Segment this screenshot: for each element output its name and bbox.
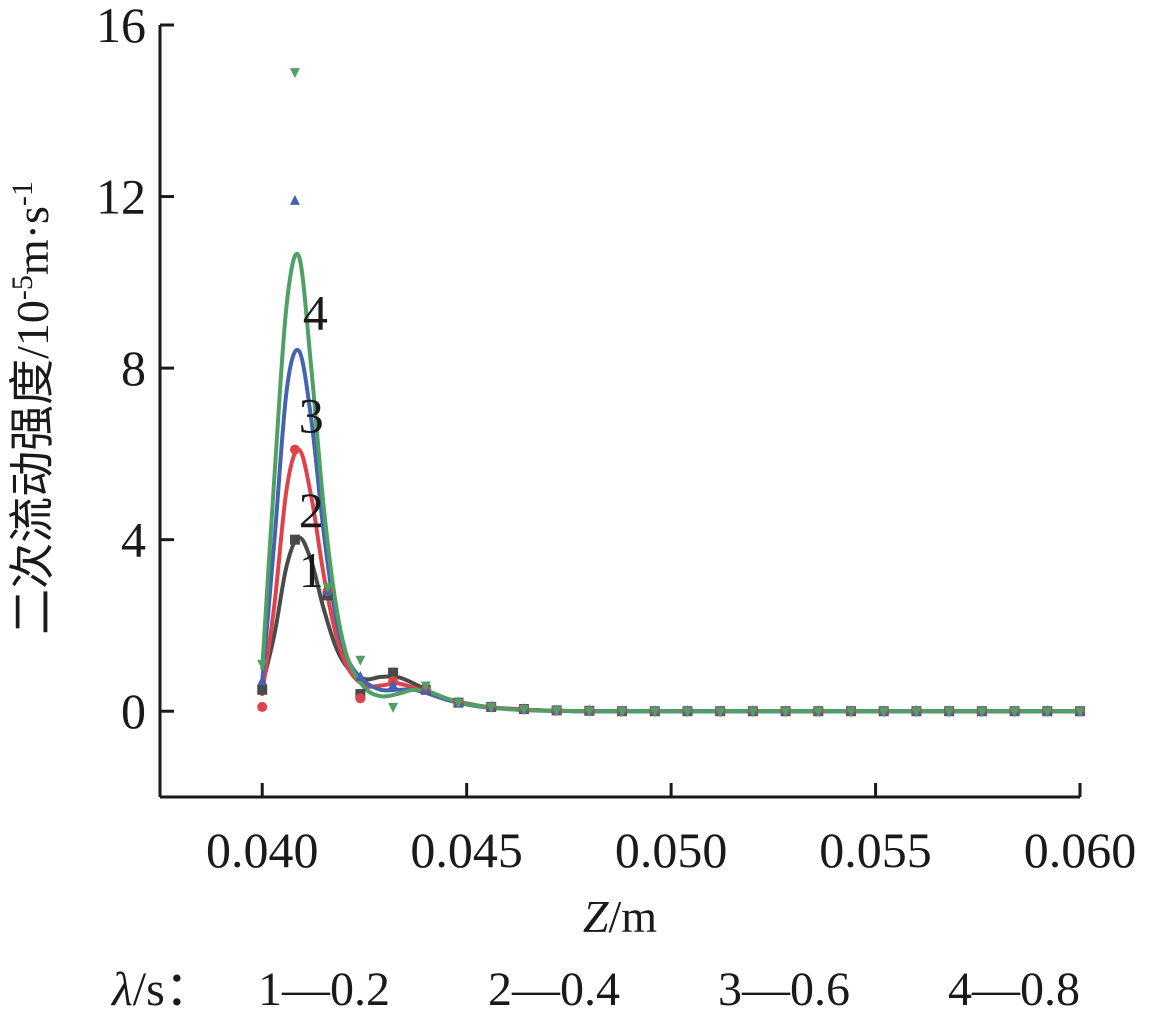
x-tick-label: 0.040 — [206, 822, 319, 878]
y-tick-label: 4 — [121, 512, 146, 568]
curve-label-1: 1 — [299, 542, 324, 598]
series-2-point — [289, 444, 300, 455]
series-4-point — [976, 707, 987, 718]
series-4-point — [551, 706, 562, 717]
series-1-point — [388, 667, 399, 678]
series-3-point — [355, 670, 366, 681]
legend-entry-4: 4—0.8 — [948, 963, 1080, 1013]
series-4-point — [388, 702, 399, 713]
series-1-point — [289, 534, 300, 545]
x-tick-label: 0.045 — [410, 822, 523, 878]
series-4-point — [846, 707, 857, 718]
y-tick-label: 16 — [96, 0, 146, 53]
curve-label-2: 2 — [299, 482, 324, 538]
series-4-point — [486, 702, 497, 713]
series-4-point — [355, 655, 366, 666]
series-4-point — [944, 707, 955, 718]
series-4-point — [1009, 707, 1020, 718]
series-1-point — [257, 684, 268, 695]
x-axis-label: Z/m — [583, 891, 657, 942]
series-2-point — [257, 701, 268, 712]
series-2-line — [260, 447, 1082, 714]
legend-entry-3: 3—0.6 — [718, 963, 850, 1013]
series-3-point — [388, 679, 399, 690]
legend-prefix: λ/s： — [110, 963, 213, 1013]
curve-labels: 12 3 4 — [299, 285, 328, 598]
series-4-point — [715, 707, 726, 718]
y-tick-label: 0 — [121, 683, 146, 739]
series-4-point — [617, 707, 628, 718]
series-4-point — [584, 706, 595, 717]
series-2-point — [355, 693, 366, 704]
series-4-point — [257, 660, 268, 671]
series-3-point — [257, 675, 268, 686]
y-axis-label: 二次流动强度/10-5m·s-1 — [6, 181, 59, 635]
series-4-point — [518, 705, 529, 716]
series-4-point — [780, 707, 791, 718]
series-4-point — [1075, 707, 1085, 718]
legend: λ/s： 1—0.2 2—0.4 3—0.6 4—0.8 — [110, 963, 1080, 1013]
y-ticks: 0 4 8 12 16 — [96, 0, 174, 739]
legend-entry-2: 2—0.4 — [488, 963, 620, 1013]
series-3-point — [289, 194, 300, 205]
series-curves — [260, 252, 1082, 714]
series-4-line — [260, 252, 1082, 714]
series-4-point — [911, 707, 922, 718]
series-4-point — [453, 698, 464, 709]
axes — [158, 25, 1080, 799]
x-ticks: 0.040 0.045 0.050 0.055 0.060 — [206, 783, 1136, 878]
x-tick-label: 0.055 — [819, 822, 932, 878]
series-4-point — [322, 582, 333, 593]
series-4-point — [289, 68, 300, 79]
series-4-point — [813, 707, 824, 718]
y-tick-label: 12 — [96, 169, 146, 225]
series-4-point — [420, 681, 431, 692]
series-4-point — [682, 707, 693, 718]
curve-label-4: 4 — [303, 285, 328, 341]
x-tick-label: 0.060 — [1024, 822, 1137, 878]
curve-label-3: 3 — [299, 387, 324, 443]
x-tick-label: 0.050 — [615, 822, 728, 878]
y-tick-label: 8 — [121, 340, 146, 396]
series-markers — [257, 68, 1085, 718]
series-4-point — [878, 707, 889, 718]
series-3-line — [260, 347, 1082, 714]
series-4-point — [1042, 707, 1053, 718]
series-4-point — [747, 707, 758, 718]
series-4-point — [649, 707, 660, 718]
legend-entry-1: 1—0.2 — [258, 963, 390, 1013]
